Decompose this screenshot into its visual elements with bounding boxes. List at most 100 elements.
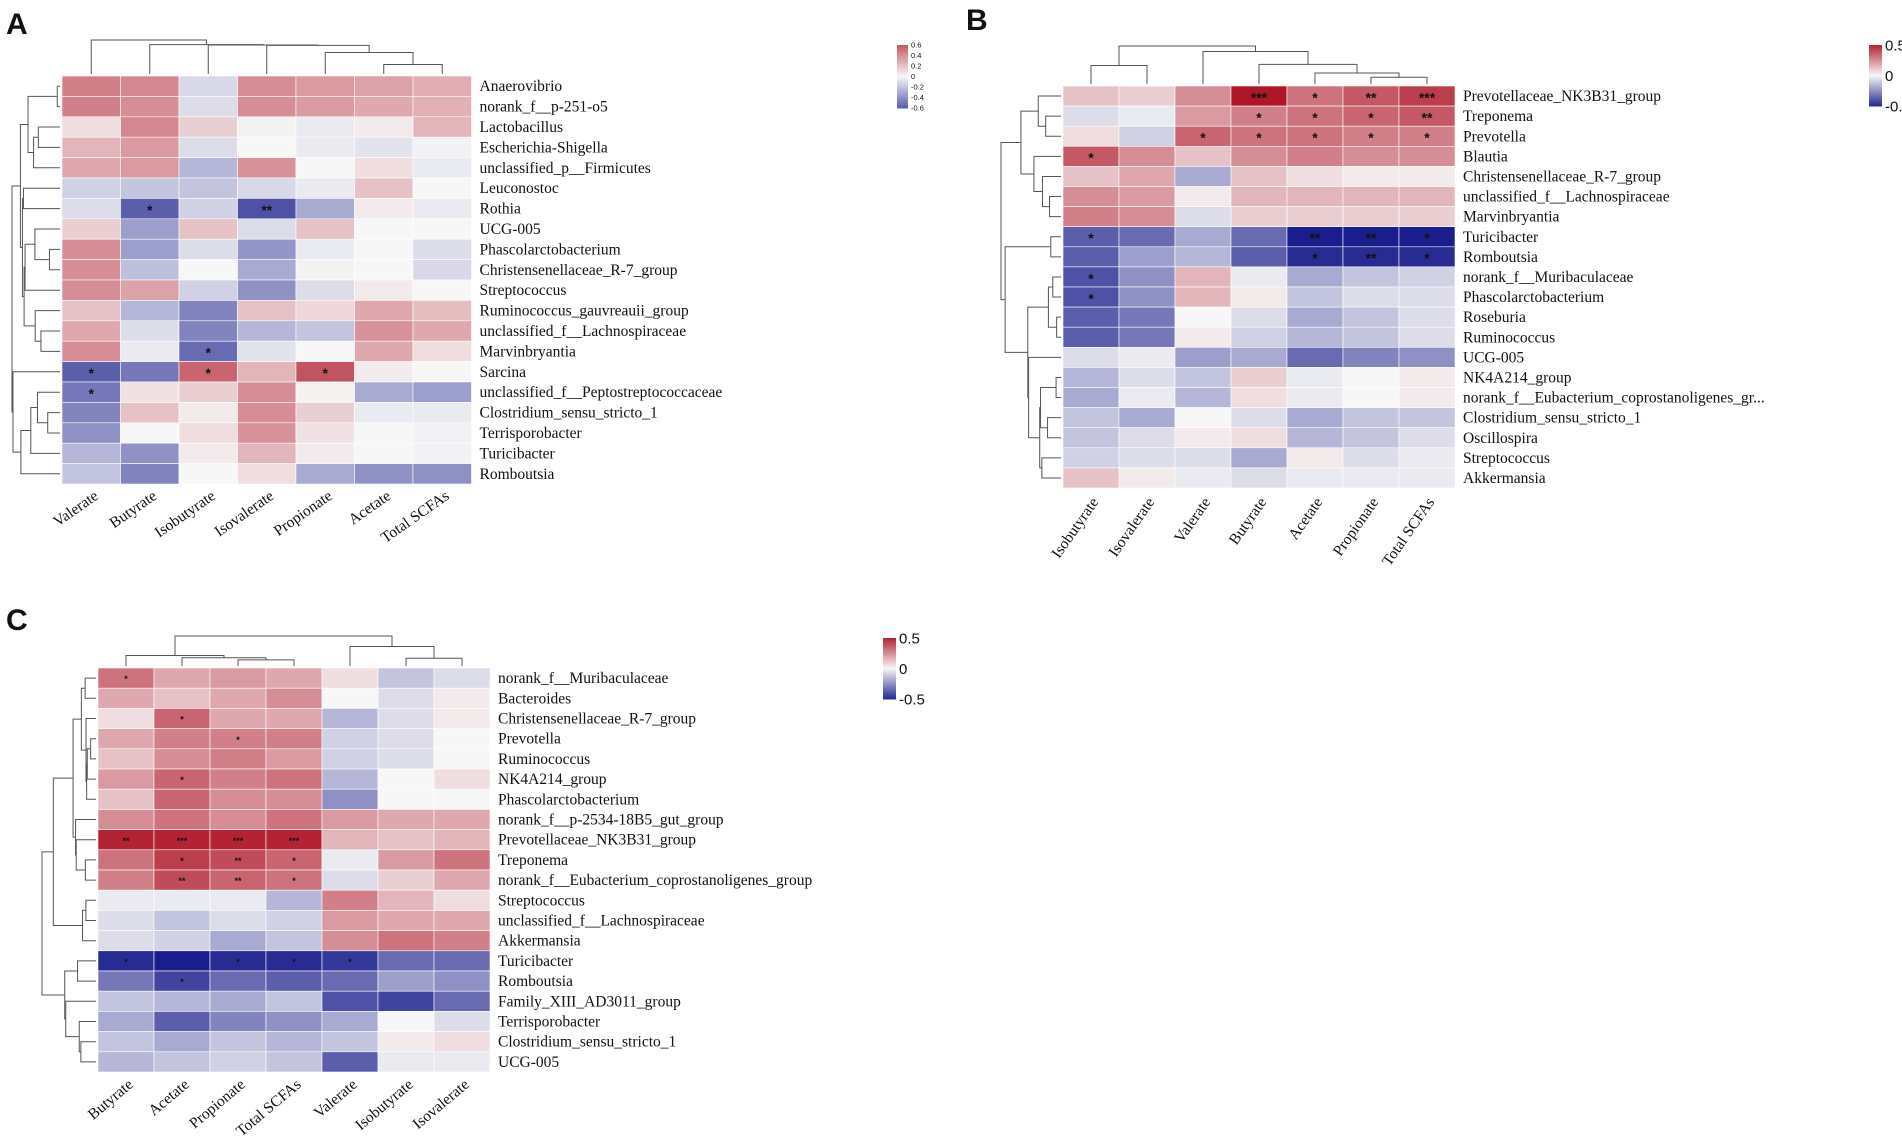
heatmap-cell (1230, 286, 1288, 308)
legend-swatch (883, 659, 896, 662)
column-label: Propionate (1330, 494, 1383, 559)
dendrogram-branch (1052, 276, 1061, 298)
legend-swatch (883, 645, 896, 648)
legend-swatch (1869, 46, 1882, 49)
heatmap-cell (321, 748, 379, 770)
legend-swatch (883, 668, 896, 671)
dendrogram-branch (65, 1000, 96, 1038)
heatmap-cell (1062, 427, 1120, 449)
heatmap-cell (237, 442, 297, 464)
heatmap-cell (1398, 306, 1456, 328)
heatmap-cell (97, 970, 155, 992)
heatmap-cell (209, 970, 267, 992)
legend-swatch (1869, 93, 1882, 96)
heatmap-cell (61, 116, 121, 138)
legend-swatch (897, 60, 908, 63)
heatmap-cell (295, 279, 355, 301)
heatmap-cell (295, 381, 355, 403)
heatmap-cell (209, 990, 267, 1012)
legend-swatch (1869, 70, 1882, 73)
legend-swatch (883, 692, 896, 695)
significance-mark: *** (177, 836, 188, 846)
dendrogram-branch (41, 851, 65, 996)
row-label: Family_XIII_AD3011_group (498, 993, 681, 1010)
dendrogram-branch (52, 777, 83, 927)
heatmap-cell (295, 198, 355, 220)
heatmap-cell (1062, 326, 1120, 348)
heatmap-cell (354, 361, 414, 383)
heatmap-cell (1118, 146, 1176, 167)
heatmap-cell (265, 708, 323, 729)
heatmap-cell (1286, 266, 1344, 288)
legend-swatch (897, 104, 908, 107)
heatmap-cell (354, 259, 414, 281)
heatmap-cell (1062, 125, 1120, 147)
significance-mark: ** (1310, 230, 1321, 246)
legend-swatch (1869, 60, 1882, 63)
dendrogram-branch (72, 718, 82, 838)
heatmap-cell (321, 930, 379, 952)
heatmap-cell (377, 667, 435, 689)
significance-mark: ** (234, 856, 242, 866)
legend-swatch (1869, 61, 1882, 64)
heatmap-cell (153, 910, 211, 931)
heatmap-cell (61, 157, 121, 179)
significance-mark: ** (1366, 230, 1377, 246)
dendrogram-branch (90, 738, 96, 760)
legend-swatch (1869, 84, 1882, 87)
heatmap-cell (265, 990, 323, 1012)
significance-mark: * (1088, 270, 1094, 286)
heatmap-cell (412, 442, 472, 464)
significance-mark: * (1368, 109, 1374, 125)
legend-tick-label: 0.5 (899, 630, 920, 647)
column-label: Isovalerate (212, 487, 278, 540)
dendrogram-branch (23, 266, 36, 327)
heatmap-cell (1118, 387, 1176, 408)
significance-mark: ** (261, 202, 272, 218)
significance-mark: * (1424, 230, 1430, 246)
legend-swatch (1869, 87, 1882, 90)
dendrogram-branch (34, 228, 60, 261)
legend-swatch (883, 677, 896, 680)
legend-swatch (897, 89, 908, 92)
legend-swatch (883, 679, 896, 682)
heatmap-cell (433, 829, 491, 851)
heatmap-cell (1118, 206, 1176, 228)
legend-swatch (1869, 52, 1882, 55)
heatmap-cell (433, 930, 491, 952)
heatmap-cell (433, 748, 491, 770)
legend-swatch (883, 651, 896, 654)
heatmap-cell (153, 788, 211, 810)
legend-swatch (897, 93, 908, 96)
legend-swatch (1869, 54, 1882, 57)
row-label: Ruminococcus (498, 751, 590, 768)
heatmap-cell (1342, 166, 1400, 187)
heatmap-cell (412, 402, 472, 424)
legend-tick-label: 0.6 (911, 41, 921, 50)
heatmap-cell (412, 361, 472, 383)
heatmap-cell (377, 748, 435, 770)
heatmap-cell (1174, 467, 1232, 489)
heatmap-cell (1174, 85, 1232, 107)
legend-swatch (1869, 83, 1882, 86)
heatmap-cell (321, 970, 379, 992)
heatmap-cell (433, 1011, 491, 1032)
heatmap-cell (1286, 326, 1344, 348)
dendrogram-branch (48, 248, 60, 271)
heatmap-cell (1398, 166, 1456, 187)
heatmap-cell (321, 990, 379, 1012)
heatmap-cell (265, 687, 323, 709)
heatmap-cell (1118, 306, 1176, 328)
heatmap-cell (1062, 186, 1120, 207)
heatmap-cell (97, 728, 155, 750)
legend-tick-label: -0.4 (911, 93, 924, 102)
legend-swatch (1869, 96, 1882, 99)
legend-swatch (897, 51, 908, 54)
row-label: norank_f__p-251-o5 (480, 99, 609, 116)
dendrogram-branch (1056, 316, 1061, 338)
significance-mark: * (180, 977, 184, 987)
legend-swatch (897, 101, 908, 104)
heatmap-cell (412, 279, 472, 301)
heatmap-cell (209, 889, 267, 911)
significance-mark: ** (234, 876, 242, 886)
